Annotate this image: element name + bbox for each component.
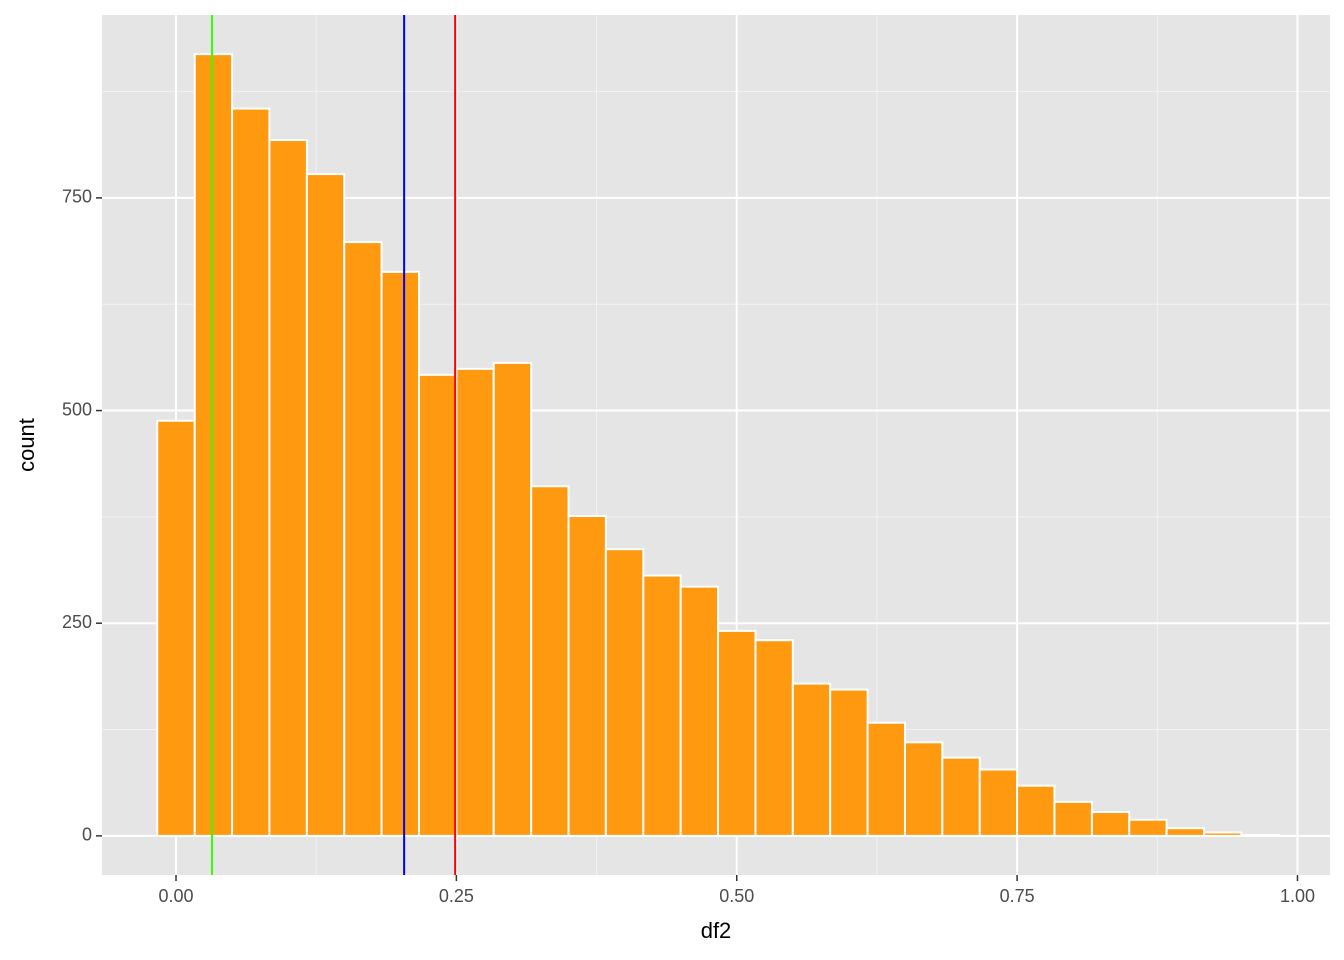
x-tick-label: 0.00 [158, 886, 193, 906]
bar [305, 173, 346, 837]
x-axis-title: df2 [701, 918, 732, 943]
bar [1016, 784, 1056, 837]
bar [903, 741, 944, 837]
x-tick-label: 0.75 [1000, 886, 1035, 906]
bar [268, 139, 308, 837]
bar [1203, 831, 1243, 837]
bar [754, 639, 794, 837]
axes: 0 250 500 750 0.00 0.25 0.50 0.75 1.00 [62, 187, 1315, 906]
reference-lines [211, 15, 457, 875]
bar [642, 574, 682, 837]
y-axis-title: count [14, 418, 39, 472]
bar [455, 367, 495, 837]
bar [978, 768, 1019, 837]
bars [156, 53, 1280, 837]
y-tick-label: 250 [62, 612, 92, 632]
bar [1128, 818, 1168, 837]
bar [866, 721, 906, 837]
bar [1090, 811, 1131, 837]
y-tick-label: 500 [62, 399, 92, 419]
bar [343, 241, 383, 837]
bar [717, 629, 757, 837]
bar [156, 419, 196, 837]
bar [829, 688, 869, 837]
bar [530, 485, 570, 837]
bar [418, 373, 458, 837]
x-tick-label: 1.00 [1280, 886, 1315, 906]
bar [604, 548, 645, 837]
bar [1053, 800, 1093, 837]
y-tick-label: 750 [62, 187, 92, 207]
x-tick-label: 0.50 [719, 886, 754, 906]
bar [380, 270, 421, 837]
bar [231, 107, 271, 837]
bar [791, 682, 832, 837]
bar [679, 585, 720, 837]
bar [1165, 827, 1206, 837]
bar [1240, 834, 1280, 837]
bar [941, 756, 981, 837]
bar [492, 361, 533, 837]
y-tick-label: 0 [82, 825, 92, 845]
x-tick-label: 0.25 [439, 886, 474, 906]
bar [193, 53, 234, 837]
bar [567, 515, 607, 837]
